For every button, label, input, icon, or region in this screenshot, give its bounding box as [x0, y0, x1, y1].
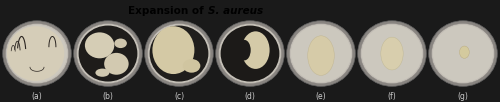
Ellipse shape [362, 25, 422, 82]
Ellipse shape [76, 23, 140, 84]
Ellipse shape [7, 25, 67, 82]
Ellipse shape [432, 23, 494, 84]
Ellipse shape [290, 23, 352, 84]
Ellipse shape [220, 25, 280, 82]
Ellipse shape [291, 25, 351, 82]
Ellipse shape [85, 32, 114, 58]
Text: (b): (b) [102, 92, 114, 101]
Ellipse shape [358, 21, 426, 86]
Text: (e): (e) [316, 92, 326, 101]
Ellipse shape [183, 59, 200, 73]
Ellipse shape [6, 23, 68, 84]
Ellipse shape [242, 31, 270, 69]
Ellipse shape [78, 26, 138, 82]
Text: (g): (g) [458, 92, 468, 101]
Ellipse shape [150, 26, 208, 82]
Ellipse shape [104, 53, 128, 75]
Ellipse shape [220, 26, 280, 82]
Ellipse shape [74, 21, 142, 86]
Ellipse shape [114, 39, 127, 48]
Ellipse shape [308, 36, 334, 75]
Ellipse shape [216, 21, 284, 86]
Ellipse shape [433, 25, 493, 82]
Text: (a): (a) [32, 92, 42, 101]
Ellipse shape [149, 25, 209, 82]
Text: (c): (c) [174, 92, 184, 101]
Ellipse shape [286, 21, 356, 86]
Ellipse shape [360, 23, 424, 84]
Ellipse shape [78, 25, 138, 82]
Ellipse shape [7, 26, 64, 81]
Text: (d): (d) [244, 92, 256, 101]
Text: Expansion of: Expansion of [128, 6, 208, 16]
Ellipse shape [144, 21, 214, 86]
Text: (f): (f) [388, 92, 396, 101]
Ellipse shape [96, 69, 110, 77]
Ellipse shape [428, 21, 498, 86]
Ellipse shape [218, 23, 282, 84]
Ellipse shape [2, 21, 71, 86]
Ellipse shape [152, 26, 194, 74]
Ellipse shape [460, 46, 469, 58]
Ellipse shape [148, 23, 210, 84]
Text: S. aureus: S. aureus [208, 6, 262, 16]
Ellipse shape [381, 37, 403, 70]
Ellipse shape [238, 40, 250, 60]
